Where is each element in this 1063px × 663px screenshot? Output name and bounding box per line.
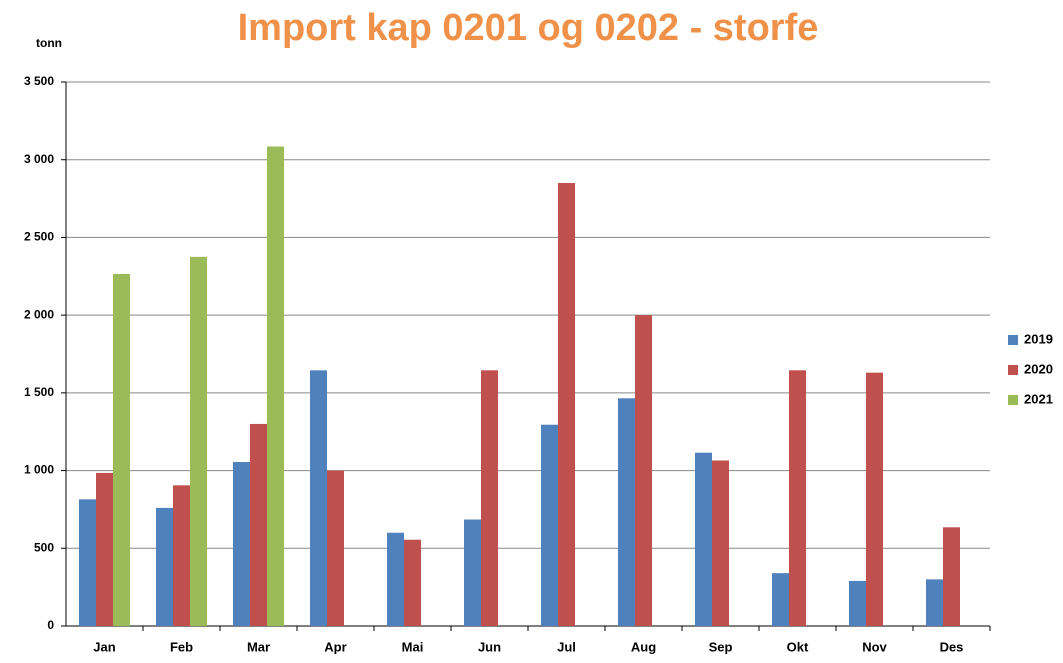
x-tick-label: Nov (862, 639, 887, 654)
bar (866, 372, 883, 626)
x-tick-label: Okt (787, 639, 809, 654)
bar (926, 579, 943, 626)
x-tick-label: Jan (93, 639, 115, 654)
y-axis-label: tonn (36, 36, 62, 50)
bar (558, 183, 575, 626)
legend-swatch (1008, 335, 1018, 345)
bar (772, 573, 789, 626)
bar (79, 499, 96, 626)
x-tick-label: Apr (324, 639, 346, 654)
x-tick-label: Mar (247, 639, 270, 654)
bar (849, 580, 866, 626)
x-tick-label: Des (940, 639, 964, 654)
x-tick-label: Mai (402, 639, 424, 654)
bar (464, 519, 481, 626)
x-tick-label: Jul (557, 639, 576, 654)
bar (541, 424, 558, 626)
legend-label: 2020 (1024, 361, 1053, 376)
bar (267, 146, 284, 626)
y-tick-label: 500 (34, 540, 54, 554)
y-tick-label: 1 500 (24, 385, 54, 399)
bar (635, 315, 652, 626)
y-tick-label: 2 500 (24, 230, 54, 244)
y-tick-label: 3 500 (24, 74, 54, 88)
bar (156, 507, 173, 626)
bar (113, 273, 130, 626)
y-tick-label: 0 (47, 618, 54, 632)
y-tick-label: 2 000 (24, 307, 54, 321)
legend-label: 2019 (1024, 331, 1053, 346)
x-tick-label: Aug (631, 639, 656, 654)
bar (712, 460, 729, 626)
bar (250, 423, 267, 626)
y-tick-label: 3 000 (24, 152, 54, 166)
bar (695, 452, 712, 626)
bar (387, 532, 404, 626)
bar (190, 256, 207, 626)
y-tick-label: 1 000 (24, 463, 54, 477)
bar (789, 370, 806, 626)
legend-swatch (1008, 365, 1018, 375)
bar (233, 462, 250, 626)
bar (404, 539, 421, 626)
x-tick-label: Jun (478, 639, 501, 654)
bar (96, 472, 113, 626)
bar (481, 370, 498, 626)
x-tick-label: Sep (709, 639, 733, 654)
x-tick-label: Feb (170, 639, 193, 654)
chart-title: Import kap 0201 og 0202 - storfe (238, 7, 819, 49)
bar (327, 470, 344, 626)
bar (173, 485, 190, 626)
bar (943, 527, 960, 626)
legend-label: 2021 (1024, 391, 1053, 406)
legend-swatch (1008, 395, 1018, 405)
bar (310, 370, 327, 626)
bar (618, 398, 635, 626)
